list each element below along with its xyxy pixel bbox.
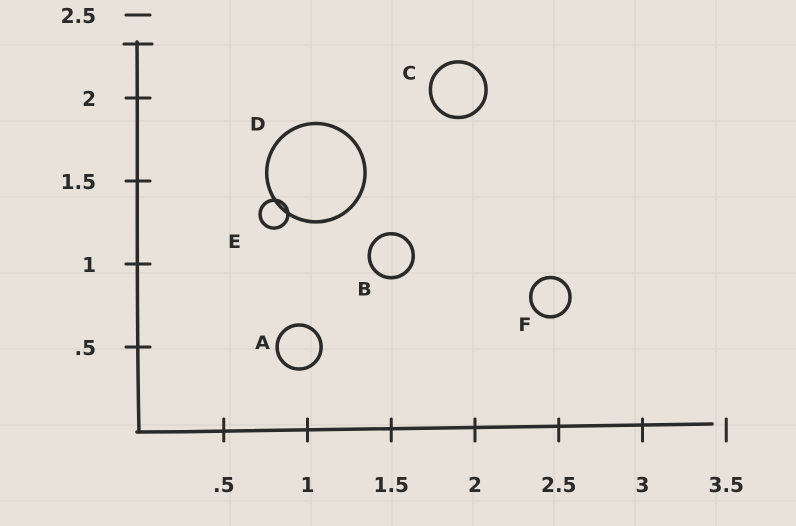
y-tick-label: 1	[82, 253, 96, 277]
x-tick-label: 2.5	[541, 473, 576, 497]
bubble-b	[367, 231, 415, 280]
bubble-e	[258, 198, 290, 230]
x-tick-label: 2	[468, 473, 482, 497]
bubble-label-a: A	[255, 332, 270, 354]
axes	[122, 40, 714, 434]
bubble-label-e: E	[228, 231, 241, 253]
y-axis-line	[135, 40, 141, 434]
bubble-a	[275, 323, 323, 371]
bubble-label-c: C	[402, 63, 416, 85]
bubble-label-f: F	[518, 314, 531, 336]
y-tick-label: .5	[74, 336, 96, 360]
bubbles: A B C D E F	[228, 60, 572, 371]
x-axis-line	[135, 422, 714, 434]
y-tick-label: 1.5	[61, 170, 96, 194]
y-axis-ticks: .5 1 1.5 2 2.5	[61, 4, 152, 360]
bubble-f	[528, 275, 572, 319]
y-tick-label: 2	[82, 87, 96, 111]
y-tick-label: 2.5	[61, 4, 96, 28]
x-axis-ticks: .5 1 1.5 2 2.5 3 3.5	[213, 417, 744, 497]
x-tick-label: 1	[301, 473, 315, 497]
bubble-c	[428, 60, 488, 120]
bubble-label-d: D	[250, 114, 266, 136]
bubble-d	[264, 121, 367, 224]
bubble-label-b: B	[357, 279, 371, 301]
x-tick-label: 3	[636, 473, 650, 497]
x-tick-label: 3.5	[709, 473, 744, 497]
x-tick-label: .5	[213, 473, 235, 497]
x-tick-label: 1.5	[374, 473, 409, 497]
